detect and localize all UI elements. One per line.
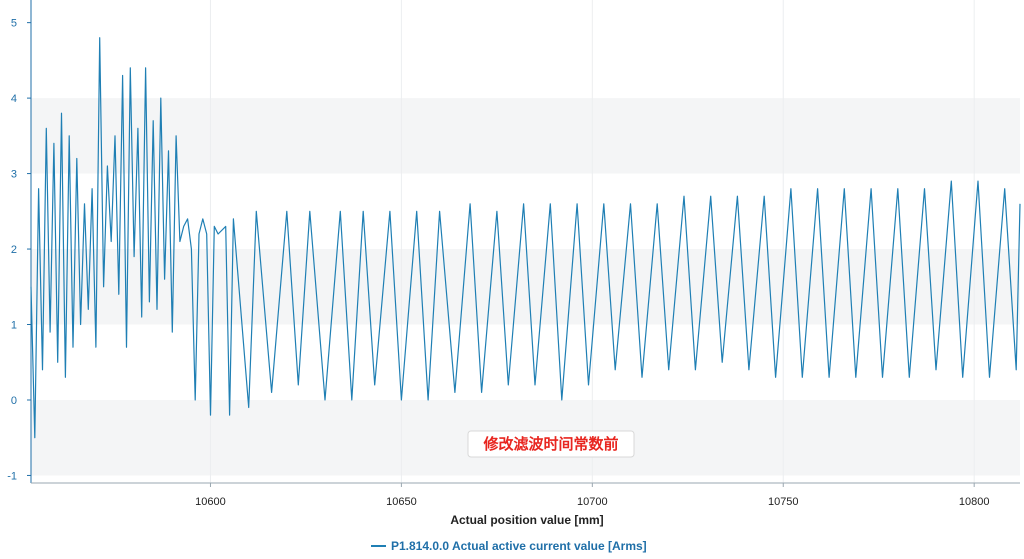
x-axis-title: Actual position value [mm] xyxy=(450,513,603,527)
x-tick-label: 10750 xyxy=(768,496,799,508)
plot-background-bands xyxy=(31,98,1020,476)
x-axis-tick-labels: 10600 10650 10700 10750 10800 xyxy=(195,483,989,508)
legend[interactable]: P1.814.0.0 Actual active current value [… xyxy=(371,539,647,553)
x-tick-label: 10600 xyxy=(195,496,226,508)
annotation-box: 修改滤波时间常数前 xyxy=(467,430,635,458)
y-tick-label: 5 xyxy=(11,18,17,30)
annotation-background xyxy=(467,430,635,458)
annotation-text: 修改滤波时间常数前 xyxy=(482,435,618,453)
y-tick-label: 2 xyxy=(11,244,17,256)
y-tick-label: 4 xyxy=(11,93,17,105)
y-tick-label: 0 xyxy=(11,395,17,407)
y-tick-label: 1 xyxy=(11,320,17,332)
y-axis-tick-labels: -1 0 1 2 3 4 5 xyxy=(7,18,31,482)
x-tick-label: 10800 xyxy=(959,496,990,508)
y-tick-label: -1 xyxy=(7,470,17,482)
grid-band xyxy=(31,98,1020,174)
x-tick-label: 10700 xyxy=(577,496,608,508)
grid-band xyxy=(31,249,1020,325)
y-tick-label: 3 xyxy=(11,169,17,181)
legend-label: P1.814.0.0 Actual active current value [… xyxy=(391,539,647,553)
x-tick-label: 10650 xyxy=(386,496,417,508)
series-group xyxy=(30,37,1021,439)
series-line-0 xyxy=(30,37,1021,439)
